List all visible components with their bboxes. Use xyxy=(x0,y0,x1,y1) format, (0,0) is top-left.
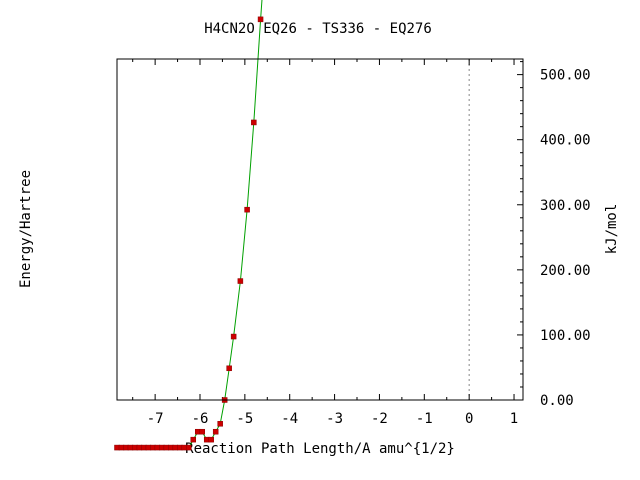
y2-tick-label: 400.00 xyxy=(540,133,591,149)
x-tick-label: -1 xyxy=(416,411,433,427)
y2-axis-ticks: 0.00 100.00 200.00 300.00 400.00 500.00 xyxy=(517,61,591,409)
data-point xyxy=(217,421,223,427)
data-point xyxy=(199,428,205,435)
y2-tick-label: 0.00 xyxy=(540,393,574,409)
x-axis-ticks: -7 -6 -5 -4 -3 -2 -1 0 1 xyxy=(132,59,518,427)
x-tick-label: -2 xyxy=(371,411,388,427)
x-tick-label: -3 xyxy=(326,411,343,427)
x-tick-label: -4 xyxy=(281,411,298,427)
x-tick-label: -6 xyxy=(192,411,209,427)
data-point xyxy=(208,436,214,443)
data-points xyxy=(114,16,264,451)
data-point xyxy=(251,119,257,126)
data-point xyxy=(226,365,232,372)
x-tick-label: -7 xyxy=(147,411,164,427)
y2-tick-label: 200.00 xyxy=(540,263,591,279)
y2-axis-label: kJ/mol xyxy=(604,204,620,255)
y2-tick-label: 500.00 xyxy=(540,68,591,84)
x-tick-label: 0 xyxy=(465,411,473,427)
data-point xyxy=(257,16,264,23)
plot-frame xyxy=(116,58,524,401)
x-axis-label: Reaction Path Length/A amu^{1/2} xyxy=(185,441,455,457)
data-point xyxy=(190,436,197,443)
data-point xyxy=(186,444,192,451)
data-point xyxy=(212,428,219,435)
y-axis-label: Energy/Hartree xyxy=(18,170,34,288)
data-point xyxy=(244,206,250,213)
data-point xyxy=(237,278,244,284)
x-tick-label: -5 xyxy=(236,411,253,427)
y2-tick-label: 300.00 xyxy=(540,198,591,214)
data-point xyxy=(230,333,237,340)
chart-title: H4CN2O EQ26 - TS336 - EQ276 xyxy=(204,21,432,37)
y2-tick-label: 100.00 xyxy=(540,328,591,344)
series-line xyxy=(117,0,263,449)
x-tick-label: 1 xyxy=(510,411,518,427)
